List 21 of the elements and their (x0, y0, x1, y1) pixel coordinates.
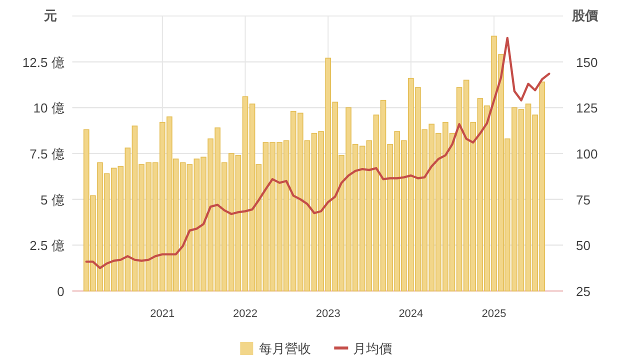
y2-tick-label: 100 (576, 146, 598, 162)
x-tick-label: 2024 (398, 308, 424, 320)
y2-tick-label: 150 (576, 54, 598, 70)
y2-tick-label: 125 (576, 100, 598, 116)
y-tick-label: 5 億 (40, 192, 64, 208)
x-tick-label: 2022 (233, 308, 258, 320)
y-tick-label: 10 億 (33, 100, 64, 116)
x-tick-label: 2025 (482, 308, 506, 320)
y-tick-label: 12.5 億 (22, 54, 64, 70)
y-axis-title: 元 (42, 8, 57, 23)
x-tick-label: 2021 (150, 308, 175, 320)
legend-label: 每月營收 (259, 341, 312, 356)
y-tick-label: 0 (57, 284, 64, 299)
y2-tick-label: 25 (576, 284, 590, 299)
y-tick-label: 7.5 億 (30, 146, 64, 162)
y2-tick-label: 50 (576, 238, 590, 254)
legend-label: 月均價 (353, 341, 392, 356)
y2-axis-title: 股價 (571, 8, 599, 23)
x-tick-label: 2023 (316, 308, 340, 320)
y-tick-label: 2.5 億 (30, 238, 64, 254)
y2-tick-label: 75 (576, 192, 590, 208)
